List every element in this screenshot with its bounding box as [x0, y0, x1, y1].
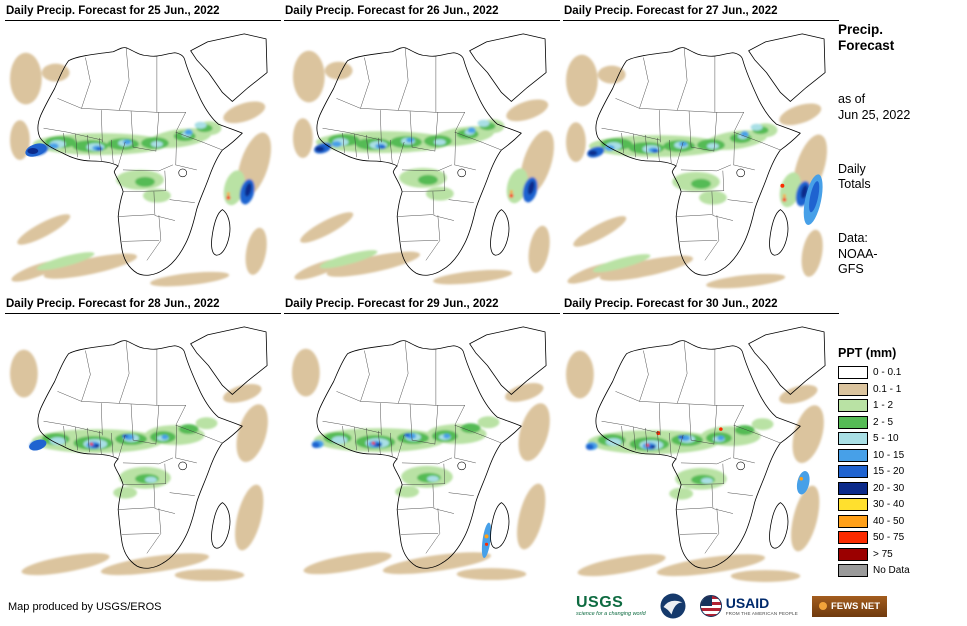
legend-label: 0 - 0.1 — [873, 367, 902, 378]
legend-label: 5 - 10 — [873, 433, 899, 444]
map-title: Daily Precip. Forecast for 29 Jun., 2022 — [284, 296, 560, 314]
legend-swatch — [838, 448, 868, 462]
credit-text: Map produced by USGS/EROS — [8, 601, 162, 613]
legend-swatch — [838, 366, 868, 379]
legend-swatch — [838, 531, 868, 544]
map-title: Daily Precip. Forecast for 25 Jun., 2022 — [5, 3, 281, 21]
legend-row: 1 - 2 — [838, 399, 966, 412]
africa-precipitation-map — [284, 21, 560, 291]
legend-row: 0.1 - 1 — [838, 382, 966, 396]
legend-label: 40 - 50 — [873, 515, 905, 527]
legend-label: 15 - 20 — [873, 466, 905, 477]
legend-label: 50 - 75 — [873, 532, 905, 543]
totals-text: Daily Totals — [838, 162, 964, 193]
legend-row: 50 - 75 — [838, 531, 966, 544]
legend-label: 20 - 30 — [873, 482, 905, 494]
legend-row: 0 - 0.1 — [838, 366, 966, 379]
data-source-label: Data: — [838, 230, 868, 245]
maps-grid: Daily Precip. Forecast for 25 Jun., 2022… — [5, 3, 839, 584]
legend-label: 30 - 40 — [873, 499, 905, 510]
usgs-tagline: science for a changing world — [576, 610, 646, 617]
usaid-tagline: FROM THE AMERICAN PEOPLE — [725, 610, 798, 616]
legend-row: 40 - 50 — [838, 514, 966, 528]
africa-precipitation-map — [5, 21, 281, 291]
legend-label: 1 - 2 — [873, 400, 894, 411]
info-sidebar: Precip. Forecast as of Jun 25, 2022 Dail… — [838, 22, 964, 316]
partner-logos: USGS science for a changing world USAID … — [576, 590, 888, 622]
legend-row: 20 - 30 — [838, 481, 966, 495]
legend-row: 10 - 15 — [838, 448, 966, 462]
fewsnet-label: FEWS NET — [830, 600, 881, 612]
totals-line2: Totals — [838, 177, 871, 192]
legend-swatch — [838, 415, 868, 429]
legend-label: 0.1 - 1 — [873, 383, 902, 395]
legend-title: PPT (mm) — [838, 346, 897, 360]
legend-swatch — [838, 432, 868, 445]
legend-label: > 75 — [873, 548, 893, 560]
totals-line1: Daily — [838, 161, 866, 176]
map-title: Daily Precip. Forecast for 30 Jun., 2022 — [563, 296, 839, 314]
legend-swatch — [838, 382, 868, 396]
usaid-flag-icon — [699, 595, 722, 617]
legend-swatch — [838, 481, 868, 495]
africa-precipitation-map — [563, 314, 839, 584]
noaa-logo-icon — [660, 593, 686, 619]
data-source-text: Data: NOAA- GFS — [838, 231, 964, 278]
map-panel: Daily Precip. Forecast for 26 Jun., 2022 — [284, 3, 560, 291]
map-title: Daily Precip. Forecast for 28 Jun., 2022 — [5, 296, 281, 314]
data-source-line3: GFS — [838, 262, 864, 277]
legend-swatch — [838, 564, 868, 577]
legend-row: No Data — [838, 564, 966, 577]
legend-row: 30 - 40 — [838, 498, 966, 511]
fewsnet-logo: FEWS NET — [811, 595, 888, 617]
map-panel: Daily Precip. Forecast for 28 Jun., 2022 — [5, 296, 281, 584]
legend-swatch — [838, 498, 868, 511]
africa-precipitation-map — [284, 314, 560, 584]
map-panel: Daily Precip. Forecast for 25 Jun., 2022 — [5, 3, 281, 291]
asof-text: as of Jun 25, 2022 — [838, 92, 964, 123]
map-panel: Daily Precip. Forecast for 30 Jun., 2022 — [563, 296, 839, 584]
usaid-logo: USAID FROM THE AMERICAN PEOPLE — [699, 594, 798, 617]
usgs-wordmark: USGS — [576, 593, 624, 611]
legend: PPT (mm) 0 - 0.1 0.1 - 1 1 - 2 2 - 5 5 -… — [838, 346, 966, 581]
map-panel: Daily Precip. Forecast for 29 Jun., 2022 — [284, 296, 560, 584]
legend-label: 10 - 15 — [873, 449, 905, 461]
data-source-line2: NOAA- — [838, 246, 878, 261]
sidebar-title-line2: Forecast — [838, 38, 895, 54]
legend-swatch — [838, 547, 868, 561]
usaid-wordmark: USAID — [725, 594, 770, 611]
asof-label: as of — [838, 92, 866, 107]
asof-date: Jun 25, 2022 — [838, 108, 911, 122]
legend-row: 5 - 10 — [838, 432, 966, 445]
map-title: Daily Precip. Forecast for 27 Jun., 2022 — [563, 3, 839, 21]
usgs-logo: USGS science for a changing world — [576, 593, 646, 618]
legend-swatch — [838, 514, 868, 528]
legend-row: 2 - 5 — [838, 415, 966, 429]
legend-label: 2 - 5 — [873, 416, 894, 428]
map-panel: Daily Precip. Forecast for 27 Jun., 2022 — [563, 3, 839, 291]
legend-swatch — [838, 399, 868, 412]
africa-precipitation-map — [5, 314, 281, 584]
legend-row: > 75 — [838, 547, 966, 561]
legend-label: No Data — [873, 565, 910, 576]
legend-row: 15 - 20 — [838, 465, 966, 478]
africa-precipitation-map — [563, 21, 839, 291]
legend-swatch — [838, 465, 868, 478]
sidebar-title: Precip. Forecast — [838, 22, 964, 54]
fews-globe-icon — [818, 602, 827, 610]
sidebar-title-line1: Precip. — [838, 22, 884, 37]
legend-items: 0 - 0.1 0.1 - 1 1 - 2 2 - 5 5 - 10 10 - … — [838, 366, 966, 577]
map-title: Daily Precip. Forecast for 26 Jun., 2022 — [284, 3, 560, 21]
